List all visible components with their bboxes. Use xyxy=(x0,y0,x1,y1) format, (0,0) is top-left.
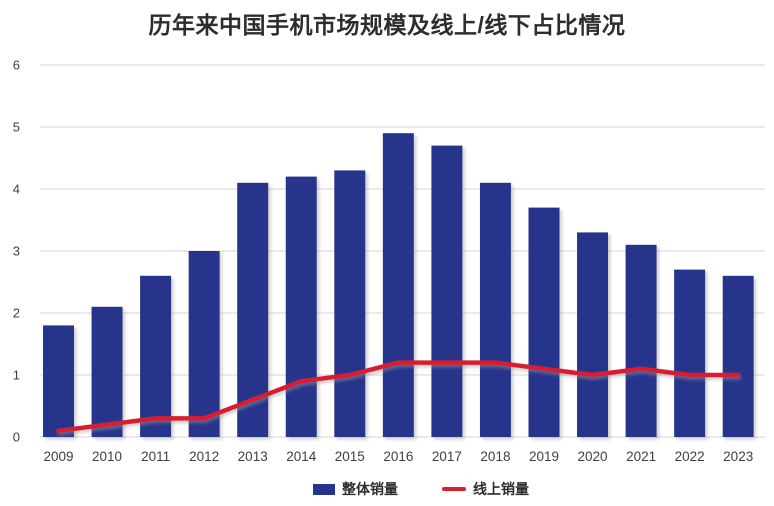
online-sales-line xyxy=(56,360,741,434)
bar-2022 xyxy=(674,269,706,437)
x-tick-label: 2019 xyxy=(529,449,559,464)
x-tick-label: 2017 xyxy=(432,449,462,464)
x-tick-label: 2023 xyxy=(723,449,753,464)
bar-2009 xyxy=(43,325,74,437)
legend-overall-label: 整体销量 xyxy=(342,481,398,497)
chart-title: 历年来中国手机市场规模及线上/线下占比情况 xyxy=(148,12,626,38)
y-tick-label: 2 xyxy=(13,306,20,321)
bar-2010 xyxy=(91,306,123,437)
legend-item-online-sales: 线上销量 xyxy=(442,479,529,499)
x-tick-label: 2013 xyxy=(238,449,268,464)
x-tick-label: 2016 xyxy=(383,449,413,464)
x-tick-label: 2021 xyxy=(626,449,656,464)
bar-2019 xyxy=(528,207,560,437)
bar-2020 xyxy=(577,232,609,437)
legend-item-overall-sales: 整体销量 xyxy=(313,479,398,499)
x-tick-label: 2010 xyxy=(92,449,122,464)
bar-2017 xyxy=(431,145,463,437)
x-tick-label: 2015 xyxy=(335,449,365,464)
y-tick-label: 4 xyxy=(13,182,20,197)
bar-2016 xyxy=(382,133,414,437)
x-tick-label: 2011 xyxy=(141,449,170,464)
bar-2021 xyxy=(625,244,657,437)
y-tick-label: 5 xyxy=(13,120,20,135)
legend-line-swatch-icon xyxy=(442,487,466,491)
x-tick-label: 2022 xyxy=(675,449,705,464)
legend-online-label: 线上销量 xyxy=(473,481,529,497)
y-tick-label: 0 xyxy=(13,430,20,445)
bar-2014 xyxy=(285,176,317,437)
x-tick-label: 2018 xyxy=(480,449,510,464)
bar-2011 xyxy=(140,275,172,437)
x-tick-label: 2020 xyxy=(578,449,608,464)
y-tick-label: 6 xyxy=(13,58,20,73)
legend: 整体销量 线上销量 xyxy=(0,479,774,499)
x-tick-label: 2014 xyxy=(286,449,317,464)
bar-2023 xyxy=(722,275,754,437)
y-tick-label: 3 xyxy=(13,244,20,259)
x-tick-label: 2009 xyxy=(43,449,73,464)
bar-2018 xyxy=(479,182,511,437)
x-tick-label: 2012 xyxy=(189,449,219,464)
legend-bar-swatch-icon xyxy=(313,483,335,495)
bar-2012 xyxy=(188,251,220,437)
y-tick-label: 1 xyxy=(13,368,20,383)
bar-2015 xyxy=(334,170,366,437)
